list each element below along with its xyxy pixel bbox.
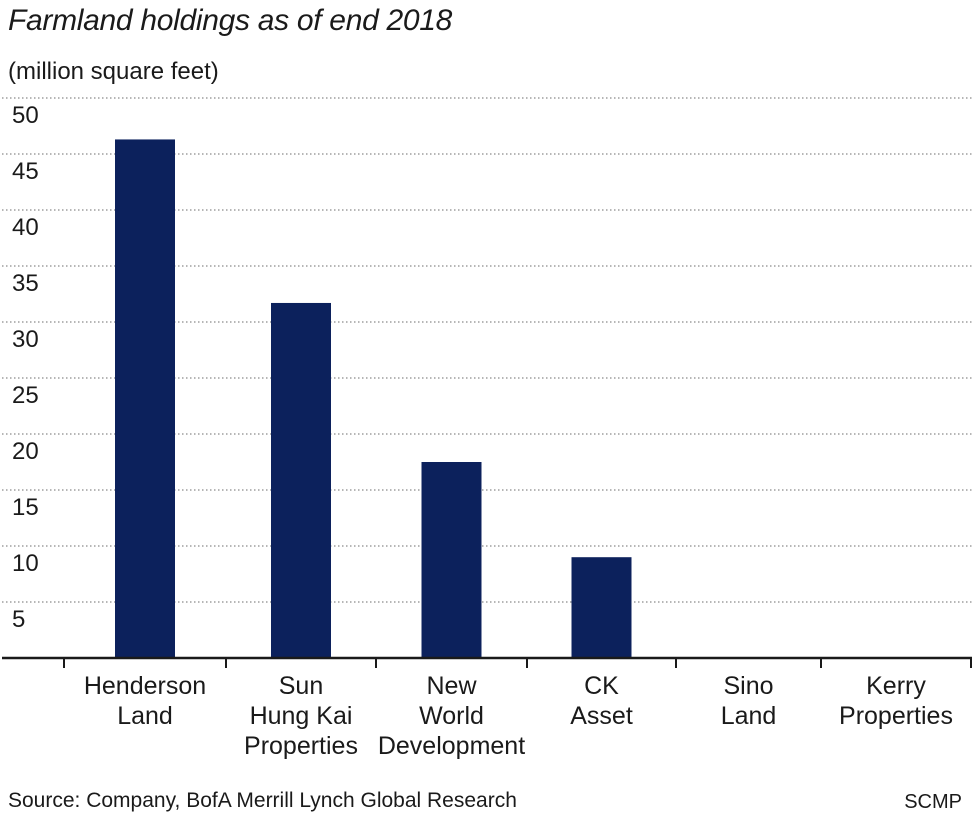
x-tick-label: Hung Kai bbox=[250, 702, 353, 730]
x-tick-label: Sino bbox=[723, 672, 773, 700]
x-tick-label: New bbox=[426, 672, 477, 700]
bar bbox=[571, 557, 632, 658]
bar bbox=[115, 139, 175, 658]
x-tick-label: Asset bbox=[570, 702, 633, 730]
x-tick-label: Kerry bbox=[866, 672, 926, 700]
x-axis bbox=[2, 656, 972, 668]
y-tick-label: 20 bbox=[12, 438, 39, 465]
x-tick-label: World bbox=[419, 702, 484, 730]
x-tick-label: Development bbox=[378, 732, 525, 760]
x-tick-label: Henderson bbox=[84, 672, 206, 700]
x-tick-label: Sun bbox=[279, 672, 323, 700]
bar bbox=[271, 302, 331, 658]
gridlines bbox=[2, 97, 972, 603]
x-tick-label: Land bbox=[117, 702, 173, 730]
x-tick-label: Properties bbox=[244, 732, 358, 760]
credit-label: SCMP bbox=[904, 791, 962, 813]
y-axis-ticks: 5 10 15 20 25 30 35 40 45 50 bbox=[12, 102, 39, 633]
y-tick-label: 50 bbox=[12, 102, 39, 129]
y-tick-label: 40 bbox=[12, 214, 39, 241]
y-tick-label: 10 bbox=[12, 550, 39, 577]
x-tick-label: CK bbox=[584, 672, 619, 700]
bar bbox=[421, 462, 482, 658]
y-tick-label: 35 bbox=[12, 270, 39, 297]
y-tick-label: 5 bbox=[12, 606, 25, 633]
source-note: Source: Company, BofA Merrill Lynch Glob… bbox=[8, 789, 517, 812]
y-tick-label: 45 bbox=[12, 158, 39, 185]
bars bbox=[115, 139, 632, 658]
chart-subtitle: (million square feet) bbox=[8, 58, 219, 85]
y-tick-label: 15 bbox=[12, 494, 39, 521]
y-tick-label: 30 bbox=[12, 326, 39, 353]
y-tick-label: 25 bbox=[12, 382, 39, 409]
x-tick-label: Properties bbox=[839, 702, 953, 730]
chart-title: Farmland holdings as of end 2018 bbox=[8, 4, 453, 37]
x-tick-label: Land bbox=[721, 702, 777, 730]
